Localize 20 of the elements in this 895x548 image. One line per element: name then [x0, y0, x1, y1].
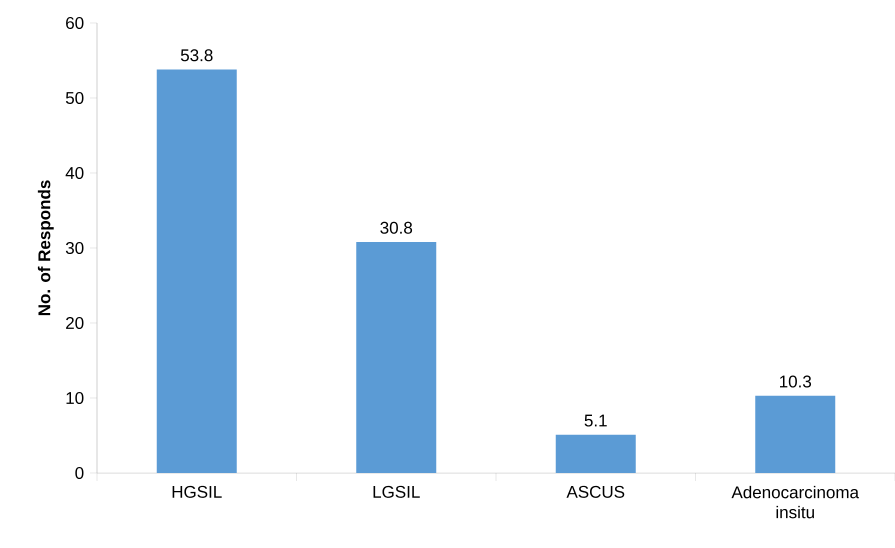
y-tick-label: 10	[66, 392, 84, 404]
y-tick-label: 20	[66, 316, 84, 330]
x-tick-label: ASCUS	[566, 486, 624, 498]
bar	[156, 69, 237, 473]
y-tick-label: 0	[75, 466, 84, 480]
data-label: 30.8	[380, 222, 412, 234]
bar	[755, 396, 836, 473]
data-label: 10.3	[780, 376, 812, 388]
y-tick-label: 30	[66, 242, 84, 254]
bar	[356, 242, 436, 473]
data-label: 5.1	[584, 414, 607, 427]
y-tick-label: 60	[66, 16, 84, 30]
bar	[556, 434, 636, 473]
y-axis-title: No. of Responds	[38, 180, 54, 316]
data-label: 53.8	[180, 49, 213, 62]
x-tick-label: HGSIL	[172, 486, 222, 498]
y-tick-label: 40	[66, 166, 84, 180]
y-tick-label: 50	[66, 92, 84, 104]
x-tick-label: Adenocarcinoma insitu	[731, 486, 860, 518]
x-tick-label: LGSIL	[374, 486, 420, 498]
